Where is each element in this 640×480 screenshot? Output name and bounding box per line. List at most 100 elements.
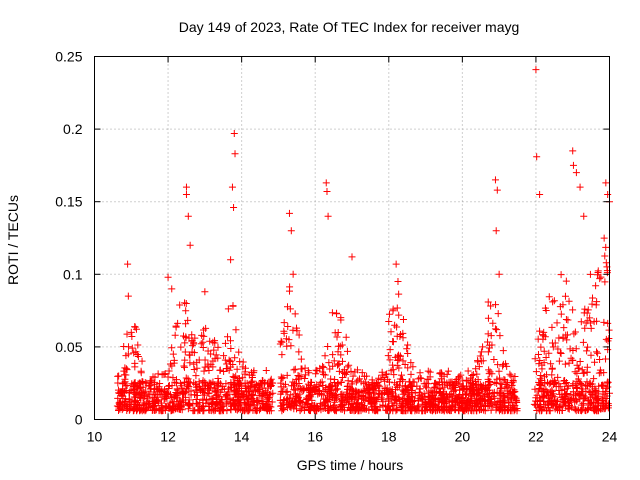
data-point bbox=[367, 399, 375, 407]
data-point bbox=[166, 360, 174, 368]
data-point bbox=[232, 326, 240, 334]
data-point bbox=[446, 381, 454, 389]
data-point bbox=[233, 365, 241, 373]
data-point bbox=[352, 400, 360, 408]
data-point bbox=[205, 379, 213, 387]
data-point bbox=[487, 302, 495, 310]
data-point bbox=[360, 386, 368, 394]
data-point bbox=[334, 361, 341, 369]
data-point bbox=[485, 344, 493, 352]
data-point bbox=[596, 275, 604, 283]
data-point bbox=[328, 383, 336, 391]
data-point bbox=[173, 376, 181, 384]
data-point bbox=[569, 381, 577, 389]
data-point bbox=[477, 396, 485, 404]
data-point bbox=[534, 351, 542, 359]
data-point bbox=[190, 360, 198, 368]
data-point bbox=[548, 386, 556, 394]
data-point bbox=[199, 343, 207, 351]
data-point bbox=[181, 299, 189, 307]
data-point bbox=[200, 367, 208, 375]
data-point bbox=[495, 270, 503, 278]
data-point bbox=[600, 390, 608, 398]
data-point bbox=[480, 406, 488, 414]
data-point bbox=[160, 395, 168, 403]
data-point bbox=[566, 345, 574, 353]
data-point bbox=[496, 332, 504, 340]
data-point bbox=[189, 399, 197, 407]
data-point bbox=[483, 383, 491, 391]
data-point bbox=[487, 332, 495, 340]
data-point bbox=[499, 389, 507, 397]
data-point bbox=[150, 390, 158, 398]
data-point bbox=[378, 368, 386, 376]
y-tick-label: 0.15 bbox=[55, 194, 82, 210]
data-point bbox=[182, 320, 190, 328]
data-point bbox=[291, 402, 299, 410]
data-point bbox=[162, 388, 170, 396]
data-point bbox=[218, 396, 226, 404]
data-point bbox=[561, 394, 569, 402]
data-point bbox=[460, 405, 468, 413]
data-point bbox=[576, 395, 584, 403]
data-point bbox=[142, 387, 150, 395]
data-point bbox=[594, 396, 602, 404]
data-point bbox=[327, 382, 335, 390]
data-point bbox=[289, 270, 297, 278]
data-point bbox=[416, 374, 424, 382]
data-point bbox=[171, 331, 179, 339]
data-point bbox=[506, 389, 514, 397]
data-point bbox=[535, 378, 543, 386]
data-point bbox=[137, 383, 145, 391]
data-point bbox=[491, 176, 499, 184]
data-point bbox=[395, 290, 403, 298]
data-point bbox=[381, 377, 389, 385]
data-point bbox=[185, 334, 193, 342]
data-point bbox=[325, 359, 333, 367]
data-point bbox=[118, 400, 126, 408]
data-point bbox=[267, 407, 275, 415]
data-point bbox=[334, 348, 342, 356]
data-point bbox=[122, 387, 130, 395]
data-point bbox=[290, 366, 298, 374]
data-point bbox=[224, 305, 232, 313]
data-point bbox=[491, 378, 499, 386]
data-point bbox=[602, 355, 610, 363]
data-point bbox=[536, 357, 544, 365]
data-point bbox=[185, 383, 193, 391]
data-point bbox=[484, 348, 492, 356]
data-point bbox=[282, 335, 290, 343]
data-point bbox=[380, 389, 388, 397]
data-point bbox=[199, 395, 207, 403]
data-point bbox=[333, 309, 341, 317]
data-point bbox=[237, 389, 245, 397]
data-point bbox=[348, 253, 356, 261]
data-point bbox=[425, 403, 433, 411]
data-point bbox=[504, 393, 512, 401]
data-point bbox=[532, 368, 540, 376]
data-point bbox=[223, 392, 231, 400]
data-point bbox=[212, 392, 220, 400]
data-point bbox=[389, 361, 397, 369]
data-point bbox=[602, 259, 610, 267]
data-point bbox=[591, 358, 599, 366]
data-point bbox=[379, 389, 387, 397]
data-point bbox=[577, 381, 585, 389]
data-point bbox=[130, 379, 138, 387]
data-point bbox=[564, 382, 572, 390]
data-point bbox=[148, 406, 156, 414]
data-point bbox=[220, 385, 228, 393]
data-point bbox=[218, 407, 226, 415]
data-point bbox=[536, 327, 544, 335]
data-point bbox=[430, 384, 438, 392]
data-point bbox=[557, 393, 565, 401]
data-point bbox=[306, 389, 314, 397]
data-point bbox=[545, 293, 553, 301]
data-point bbox=[320, 395, 328, 403]
data-point bbox=[486, 395, 494, 403]
data-point bbox=[121, 375, 129, 383]
data-point bbox=[140, 392, 148, 400]
data-point bbox=[184, 375, 192, 383]
data-point bbox=[302, 394, 310, 402]
data-point bbox=[197, 340, 205, 348]
